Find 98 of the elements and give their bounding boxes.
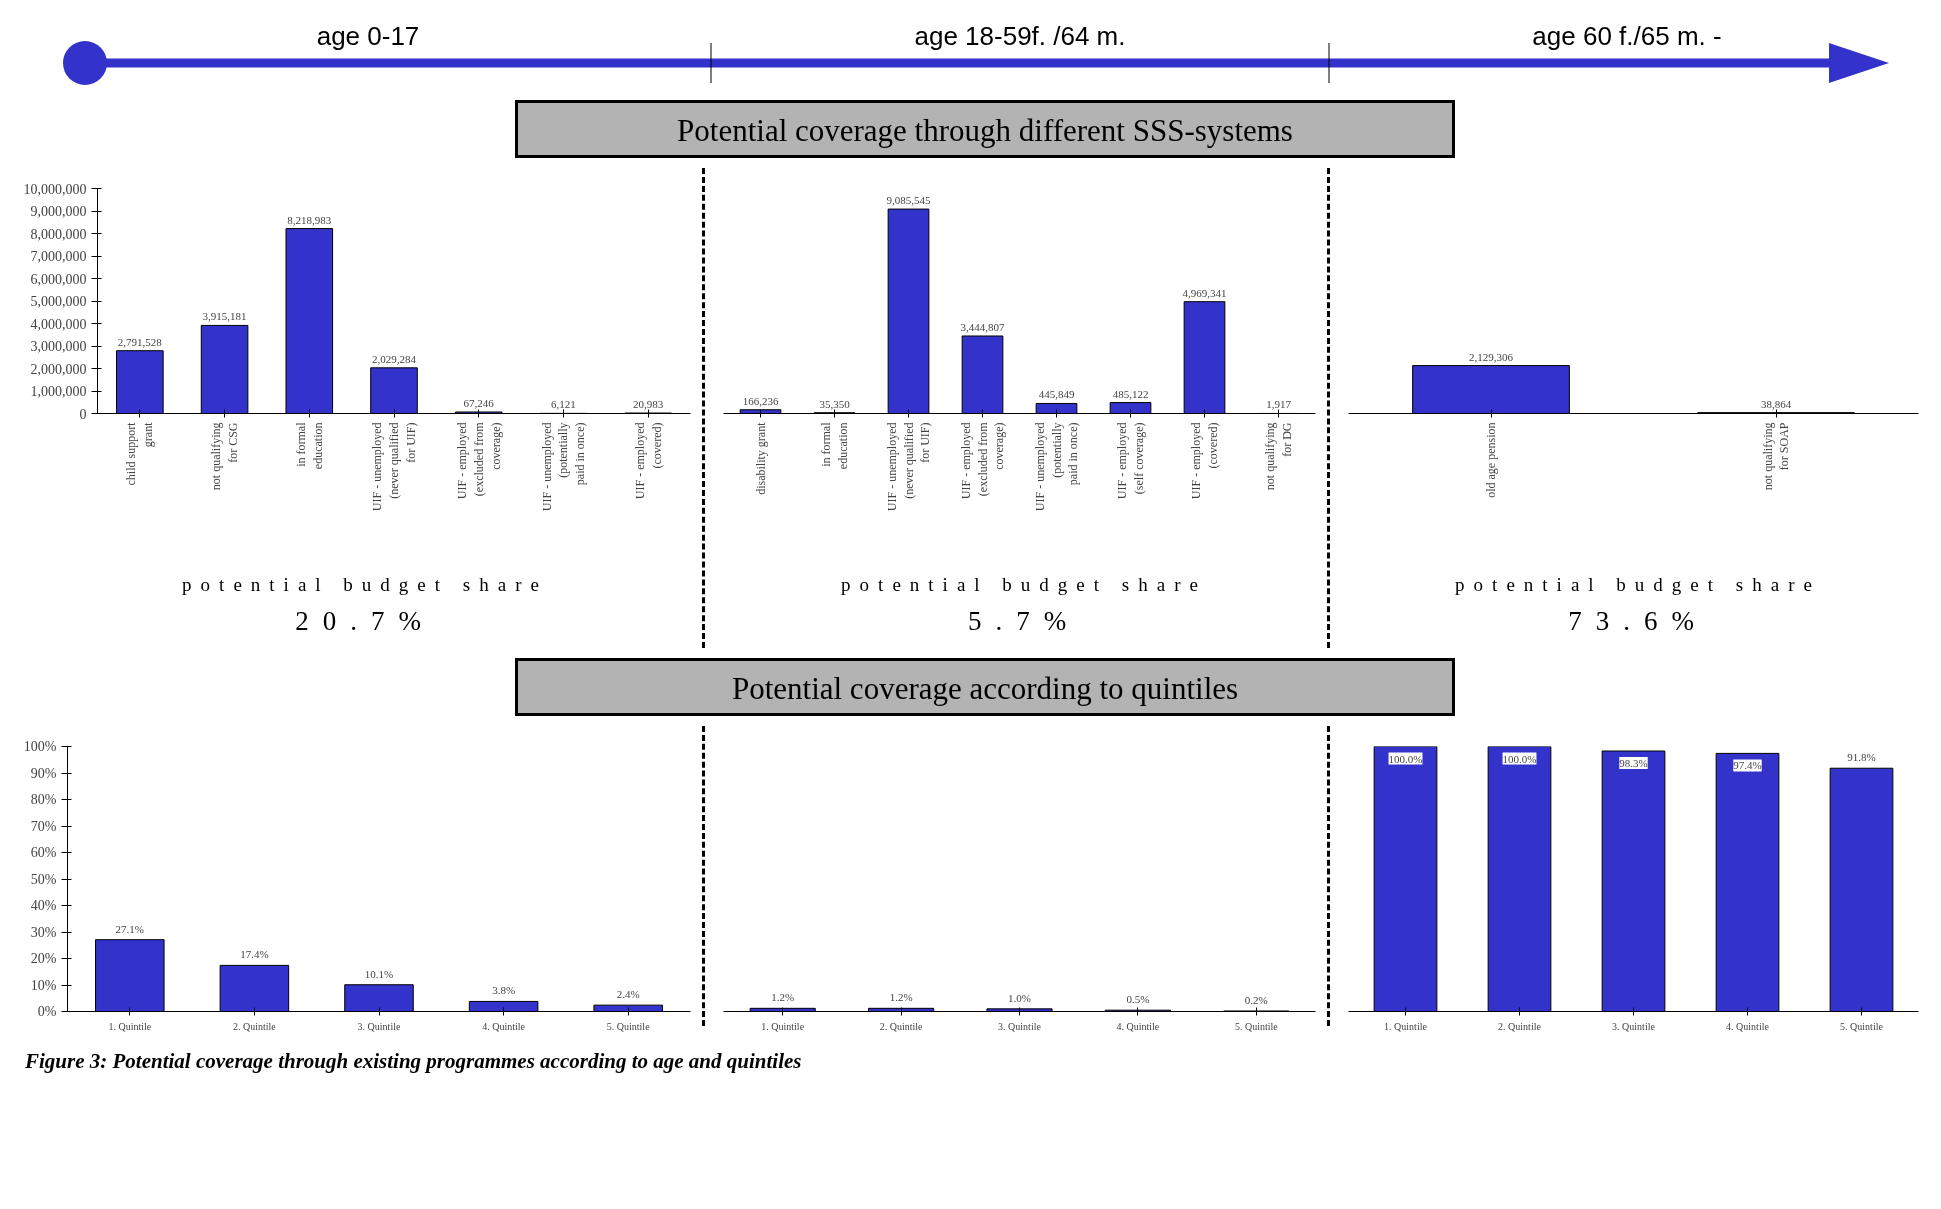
y-tick-label: 0% [37,1004,57,1019]
y-tick-label: 90% [30,765,57,781]
y-tick-label: 70% [30,818,57,834]
data-label: 2,129,306 [1469,350,1514,363]
text: age 60 f./65 m. - [1532,21,1722,51]
x-tick-label: disability grant [753,421,768,495]
x-tick-label: 1. Quintile [761,1020,805,1032]
y-tick-label: 9,000,000 [30,204,87,219]
data-label: 0.5% [1126,993,1150,1006]
x-tick-label: UIF - employed (covered) [1189,422,1220,500]
data-label: 3.8% [492,984,516,997]
text: 73.6% [1568,606,1708,636]
data-label: 445,849 [1038,388,1075,401]
x-tick-label: 3. Quintile [998,1020,1042,1032]
x-tick-label: 3. Quintile [357,1020,401,1032]
y-tick-label: 3,000,000 [30,339,87,354]
x-tick-label: in formal education [819,421,850,470]
data-label: 166,236 [742,394,779,407]
x-tick-label: 3. Quintile [1612,1020,1656,1032]
data-label: 10.1% [364,967,394,980]
y-tick-label: 20% [30,951,57,966]
data-label: 91.8% [1847,751,1876,764]
data-label: 98.3% [1619,757,1648,770]
data-label: 67,246 [463,396,495,409]
x-tick-label: 5. Quintile [606,1020,651,1032]
data-label: 1.2% [771,991,795,1004]
data-label: 97.4% [1733,759,1762,772]
x-tick-label: child support grant [124,421,156,486]
text: age 0-17 [316,21,420,51]
text: Potential coverage through different SSS-systems [677,112,1293,150]
y-tick-label: 100% [23,739,57,754]
data-label: 8,218,983 [287,213,332,226]
data-label: 100.0% [1502,752,1537,765]
y-tick-label: 10,000,000 [23,181,87,197]
x-tick-label: 2. Quintile [879,1020,924,1032]
data-label: 1,917 [1266,398,1292,411]
x-tick-label: not qualifying for SOAP [1760,422,1792,491]
text: potential budget share [1455,574,1821,595]
text: Potential coverage according to quintiles [731,670,1239,708]
y-tick-label: 30% [30,924,57,940]
data-label: 38,864 [1760,397,1792,410]
y-tick-label: 80% [30,792,57,807]
x-tick-label: UIF - employed (self coverage) [1115,422,1146,500]
y-tick-label: 10% [30,977,57,993]
x-tick-label: UIF - employed (excluded from coverage) [454,421,503,500]
y-tick-label: 40% [30,898,57,913]
text: age 18-59f. /64 m. [914,21,1126,51]
data-label: 20,983 [633,398,664,411]
text: potential budget share [182,574,548,595]
data-label: 0.2% [1244,993,1268,1006]
y-tick-label: 1,000,000 [30,384,87,399]
data-label: 3,444,807 [960,320,1005,333]
data-label: 17.4% [240,948,269,961]
data-label: 100.0% [1388,752,1423,765]
x-tick-label: UIF - unemployed (never qualified for UIF) [884,422,933,512]
x-tick-label: 4. Quintile [1726,1020,1770,1032]
y-tick-label: 0 [79,406,87,422]
x-tick-label: in formal education [293,421,325,470]
y-tick-label: 2,000,000 [30,361,87,377]
y-tick-label: 60% [30,845,57,860]
x-tick-label: UIF - unemployed (never qualified for UIF) [370,422,418,512]
y-tick-label: 7,000,000 [30,249,87,264]
data-label: 6,121 [551,398,576,411]
data-label: 9,085,545 [886,194,931,207]
x-tick-label: UIF - employed (covered) [632,422,664,500]
data-label: 2,029,284 [372,352,417,365]
x-tick-label: 4. Quintile [1116,1020,1160,1032]
data-label: 4,969,341 [1182,286,1227,299]
caption: Figure 3: Potential coverage through existing programmes according to age and quintiles [25,1048,802,1075]
data-label: 3,915,181 [202,310,247,323]
text: potential budget share [841,574,1207,595]
x-tick-label: 1. Quintile [1384,1020,1428,1032]
x-tick-label: not qualifying for DG [1263,422,1294,491]
x-tick-label: 2. Quintile [233,1020,277,1032]
y-tick-label: 8,000,000 [30,226,87,242]
y-tick-label: 50% [30,871,57,887]
data-label: 485,122 [1112,387,1149,400]
x-tick-label: UIF - unemployed (potentially paid in once) [539,422,588,512]
x-tick-label: not qualifying for CSG [209,422,240,491]
x-tick-label: 1. Quintile [108,1020,152,1032]
data-label: 27.1% [115,922,145,935]
x-tick-label: UIF - employed (excluded from coverage) [958,421,1007,500]
x-tick-label: 5. Quintile [1234,1020,1279,1032]
y-tick-label: 6,000,000 [30,271,87,287]
text: 5.7% [967,606,1081,636]
data-label: 35,350 [819,397,851,410]
x-tick-label: 4. Quintile [482,1020,526,1032]
data-label: 2.4% [616,988,640,1001]
y-tick-label: 5,000,000 [30,294,87,309]
data-label: 2,791,528 [117,335,163,348]
data-label: 1.2% [889,991,913,1004]
x-tick-label: 2. Quintile [1498,1020,1542,1032]
x-tick-label: old age pension [1484,422,1498,498]
data-label: 1.0% [1008,991,1031,1004]
x-tick-label: UIF - unemployed (potentially paid in once) [1032,422,1081,512]
x-tick-label: 5. Quintile [1840,1020,1884,1032]
y-tick-label: 4,000,000 [30,316,87,332]
text: 20.7% [295,606,435,636]
